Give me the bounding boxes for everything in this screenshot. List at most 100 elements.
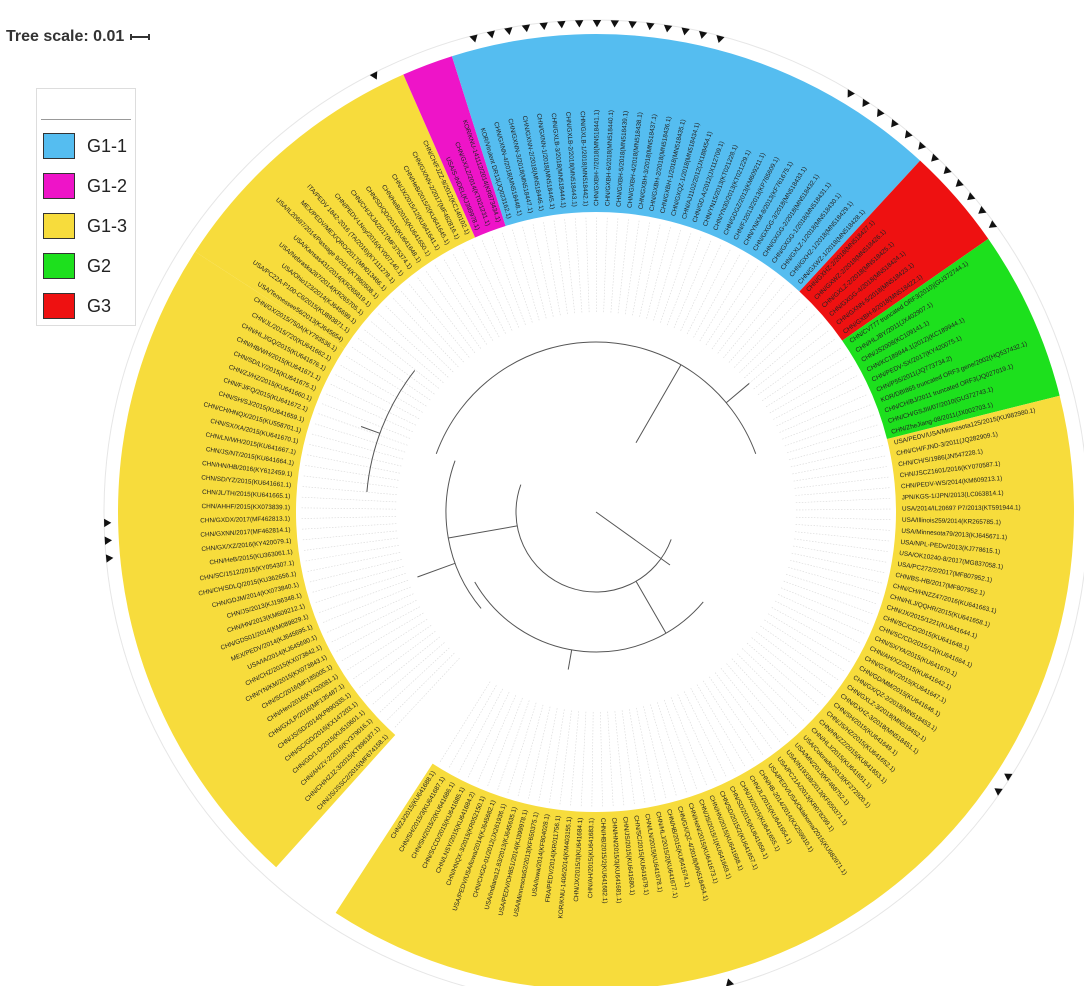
leaf-guide-line <box>783 580 874 615</box>
leaf-guide-line <box>521 225 547 319</box>
clade-sector-g1-3 <box>335 395 1074 986</box>
leaf-guide-line <box>548 709 565 805</box>
leaf-guide-line <box>794 476 890 489</box>
legend-swatch-g2 <box>43 253 75 279</box>
leaf-guide-line <box>425 269 481 349</box>
leaf-guide-line <box>570 711 580 807</box>
leaf-marker <box>104 518 112 528</box>
leaf-marker <box>574 20 584 28</box>
leaf-label: CHN/GXLB-1/2018(MN518442.1) <box>579 111 589 206</box>
leaf-marker <box>646 22 655 31</box>
leaf-guide-line <box>316 412 408 446</box>
leaf-guide-line <box>786 424 879 454</box>
leaf-guide-line <box>795 487 892 496</box>
legend-label-g1-2: G1-2 <box>87 175 128 196</box>
leaf-guide-line <box>757 338 836 396</box>
leaf-guide-line <box>690 688 737 773</box>
legend-item-g3: G3 <box>43 293 111 319</box>
leaf-guide-line <box>600 711 603 808</box>
leaf-label: CHN/GXBH-6/2018(MN518440.1) <box>604 110 615 206</box>
leaf-guide-line <box>303 464 399 481</box>
leaf-guide-line <box>532 222 554 317</box>
leaf-guide-line <box>313 423 406 453</box>
leaf-marker <box>847 89 855 98</box>
leaf-guide-line <box>486 697 523 788</box>
leaf-guide-line <box>457 688 503 774</box>
leaf-guide-line <box>728 290 793 363</box>
leaf-label: CHN/AH/2015(KU641683.1) <box>587 818 595 898</box>
leaf-guide-line <box>448 685 497 769</box>
clade-arc-g2-g3 <box>366 370 416 492</box>
leaf-guide-line <box>340 612 424 662</box>
leaf-guide-line <box>774 600 862 644</box>
leaf-guide-line <box>617 217 630 314</box>
leaf-guide-line <box>408 282 470 358</box>
leaf-guide-line <box>399 289 464 363</box>
leaf-guide-line <box>755 631 834 690</box>
leaf-guide-line <box>461 247 506 334</box>
leaf-label: USA/Illinois259/2014(KR265785.1) <box>902 517 1001 527</box>
leaf-guide-line <box>300 496 397 503</box>
leaf-guide-line <box>776 384 864 427</box>
leaf-guide-line <box>329 383 416 426</box>
root-branch <box>595 511 671 566</box>
legend-swatch-g1-3 <box>43 213 75 239</box>
leaf-guide-line <box>709 676 764 757</box>
leaf-marker <box>904 130 913 139</box>
leaf-guide-line <box>714 672 773 750</box>
leaf-guide-line <box>723 283 785 359</box>
leaf-guide-line <box>795 497 892 504</box>
leaf-marker <box>369 71 378 80</box>
leaf-guide-line <box>795 508 892 511</box>
leaf-guide-line <box>632 220 651 316</box>
leaf-guide-line <box>439 681 491 764</box>
leaf-guide-line <box>559 710 572 806</box>
legend-label-g1-3: G1-3 <box>87 215 128 236</box>
leaf-guide-line <box>621 710 635 806</box>
legend-swatch-g3 <box>43 293 75 319</box>
legend-swatch-g1-1 <box>43 133 75 159</box>
leaf-guide-line <box>538 708 558 803</box>
leaf-guide-line <box>778 594 866 635</box>
leaf-guide-line <box>603 216 608 313</box>
leaf-guide-line <box>311 566 404 593</box>
leaf-guide-line <box>527 706 551 801</box>
leaf-guide-line <box>795 516 892 521</box>
leaf-marker <box>663 24 673 33</box>
leaf-marker <box>504 27 513 35</box>
leaf-marker <box>469 34 478 43</box>
leaf-guide-line <box>765 356 848 408</box>
branch-0 <box>635 581 667 634</box>
legend-item-g1-1: G1-1 <box>43 133 127 159</box>
leaf-guide-line <box>677 694 718 783</box>
leaf-guide-line <box>639 223 661 317</box>
leaf-label: CHN/AHHF/2015(KX073839.1) <box>202 503 291 511</box>
leaf-guide-line <box>753 329 830 390</box>
leaf-marker <box>628 21 637 29</box>
backbone-arc <box>515 484 672 593</box>
leaf-guide-line <box>471 243 513 331</box>
leaf-guide-line <box>564 217 575 314</box>
leaf-marker <box>486 30 495 39</box>
clade-sector-g3 <box>799 160 989 341</box>
leaf-guide-line <box>377 312 449 378</box>
leaf-guide-line <box>788 566 881 595</box>
clade-sector-g1-3 <box>117 251 396 868</box>
leaf-guide-line <box>794 538 890 553</box>
leaf-guide-line <box>717 276 777 354</box>
legend-swatch-g1-2 <box>43 173 75 199</box>
leaf-marker <box>681 27 690 36</box>
leaf-guide-line <box>467 692 510 779</box>
legend-label-g2: G2 <box>87 255 112 276</box>
leaf-guide-line <box>517 704 544 798</box>
leaf-guide-line <box>345 618 428 671</box>
branch-1 <box>635 364 682 443</box>
branch-6 <box>417 562 456 578</box>
leaf-guide-line <box>491 234 526 325</box>
leaf-marker <box>1004 773 1013 782</box>
leaf-guide-line <box>650 704 677 797</box>
leaf-guide-line <box>314 573 406 604</box>
leaf-guide-line <box>736 653 806 722</box>
leaf-guide-line <box>794 531 891 542</box>
